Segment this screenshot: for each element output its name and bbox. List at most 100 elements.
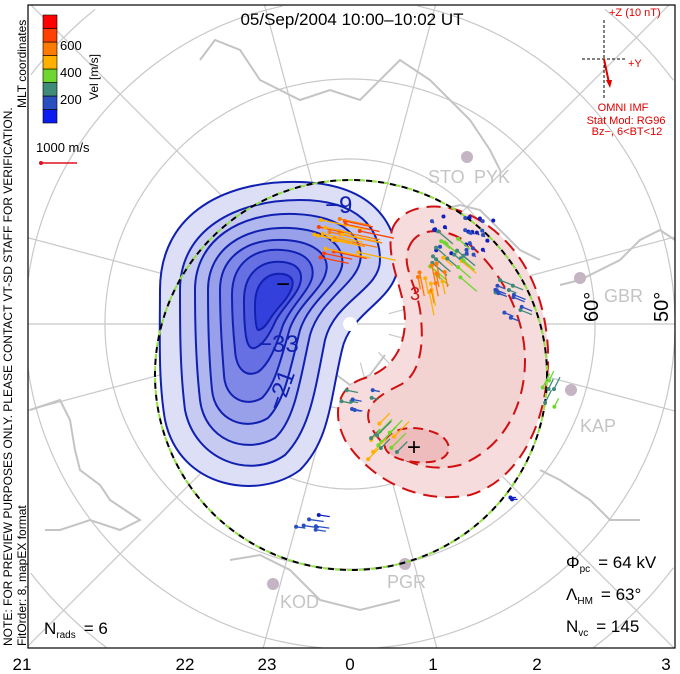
velocity-vector xyxy=(376,420,392,436)
station-marker-icon xyxy=(565,384,577,396)
velocity-vector-origin xyxy=(316,513,321,518)
velocity-vector xyxy=(442,257,453,267)
velocity-vector xyxy=(435,258,451,273)
velocity-vector xyxy=(417,276,422,290)
velocity-vector-origin xyxy=(376,443,381,448)
velocity-vector xyxy=(437,230,454,245)
colorbar-segment xyxy=(42,82,58,97)
min-marker: − xyxy=(276,271,290,298)
velocity-vector xyxy=(320,219,366,231)
hm-boundary-green xyxy=(154,179,548,571)
station-labels: STO PYK GBR KAP PGR KOD xyxy=(280,167,643,612)
velocity-vector-origin xyxy=(540,385,545,390)
colorbar-segment xyxy=(42,41,58,56)
mlt-label: 0 xyxy=(345,655,354,674)
colorbar-tick: 600 xyxy=(60,38,82,53)
plot-frame xyxy=(27,4,676,649)
velocity-vector-origin xyxy=(313,524,318,529)
velocity-vector-origin xyxy=(461,258,466,263)
velocity-vector-origin xyxy=(552,404,557,409)
imf-condition: Bz−, 6<BT<12 xyxy=(592,126,663,138)
colorbar-label: Vel [m/s] xyxy=(87,54,101,100)
contour-label: −9 xyxy=(325,192,352,219)
station-label-kap: KAP xyxy=(580,416,616,436)
velocity-vector xyxy=(542,373,551,388)
velocity-vector-origin xyxy=(327,230,332,235)
contour-label: −33 xyxy=(258,331,299,358)
velocity-vector xyxy=(332,239,363,247)
velocity-vector-origin xyxy=(312,232,317,237)
velocity-vector-origin xyxy=(441,255,446,260)
contour-label: 3 xyxy=(410,284,420,304)
latitude-circle xyxy=(417,5,675,324)
velocity-vector-origin xyxy=(394,449,399,454)
velocity-vector xyxy=(315,525,330,529)
velocity-vector xyxy=(513,294,526,301)
latitude-circle xyxy=(604,8,674,81)
velocity-vector-origin xyxy=(339,399,344,404)
mlt-label: 1 xyxy=(428,655,437,674)
velocity-vector xyxy=(339,218,371,227)
velocity-vector-origin xyxy=(510,283,515,288)
max-marker: + xyxy=(407,434,421,461)
velocity-vector xyxy=(457,266,472,279)
velocity-vector xyxy=(424,278,429,293)
velocity-vector-origin xyxy=(519,304,524,309)
velocity-vector-origin xyxy=(318,255,323,260)
velocity-vector xyxy=(344,220,374,228)
station-label-gbr: GBR xyxy=(604,286,643,306)
side-notes: NOTE: FOR PREVIEW PURPOSES ONLY. PLEASE … xyxy=(1,20,29,646)
velocity-vector xyxy=(378,412,391,425)
velocity-vector-origin xyxy=(463,228,468,233)
velocity-vector xyxy=(359,230,394,239)
velocity-vector-origin xyxy=(375,433,380,438)
velocity-vector-origin xyxy=(392,434,397,439)
velocity-vector xyxy=(314,233,353,244)
velocity-vector-origin xyxy=(546,386,551,391)
velocity-vector xyxy=(325,248,371,259)
colorbar-tick: 400 xyxy=(60,65,82,80)
velocity-vector-origin xyxy=(439,239,444,244)
map-area: STO PYK GBR KAP PGR KOD −9 xyxy=(28,5,675,648)
latitude-circle xyxy=(28,5,283,279)
velocity-vector-origin xyxy=(417,270,422,275)
velocity-vector xyxy=(379,418,393,432)
velocity-vector xyxy=(463,259,476,271)
velocity-vector-origin xyxy=(423,276,428,281)
velocity-vector-origin xyxy=(464,247,469,252)
velocity-vector-origin xyxy=(491,218,496,223)
latitude-circle xyxy=(378,324,675,648)
velocity-vector-origin xyxy=(357,228,362,233)
station-marker-icon xyxy=(574,272,586,284)
velocity-vector xyxy=(430,283,437,307)
velocity-vector xyxy=(358,251,396,261)
station-label-sto: STO xyxy=(428,167,465,187)
velocity-vector-origin xyxy=(458,275,463,280)
velocity-vector-origin xyxy=(471,252,476,257)
velocity-vector-origin xyxy=(436,229,441,234)
velocity-vector-origin xyxy=(502,310,507,315)
coordinates-note: MLT coordinates xyxy=(15,20,29,108)
velocity-vector-origin xyxy=(464,251,469,256)
station-label-pgr: PGR xyxy=(387,572,426,592)
velocity-vector-origin xyxy=(356,250,361,255)
velocity-vector xyxy=(428,292,435,316)
mlt-label: 21 xyxy=(13,655,32,674)
velocity-vector-origin xyxy=(416,275,421,280)
velocity-vector-origin xyxy=(445,256,450,261)
velocity-vector xyxy=(342,233,380,243)
velocity-vector-origin xyxy=(428,281,433,286)
velocity-vector xyxy=(460,276,478,292)
map-title: 05/Sep/2004 10:00–10:02 UT xyxy=(240,10,463,29)
velocity-vector-origin xyxy=(452,252,457,257)
velocity-vector-origin xyxy=(337,216,342,221)
velocity-vector xyxy=(322,233,363,243)
velocity-vector xyxy=(393,421,410,438)
velocity-vector-origin xyxy=(434,257,439,262)
velocity-vector xyxy=(318,226,344,233)
velocity-vector xyxy=(456,250,468,260)
velocity-vector-origin xyxy=(434,245,439,250)
velocity-vector-origin xyxy=(495,283,500,288)
velocity-vector-origin xyxy=(506,288,511,293)
velocity-vector-origin xyxy=(320,231,325,236)
